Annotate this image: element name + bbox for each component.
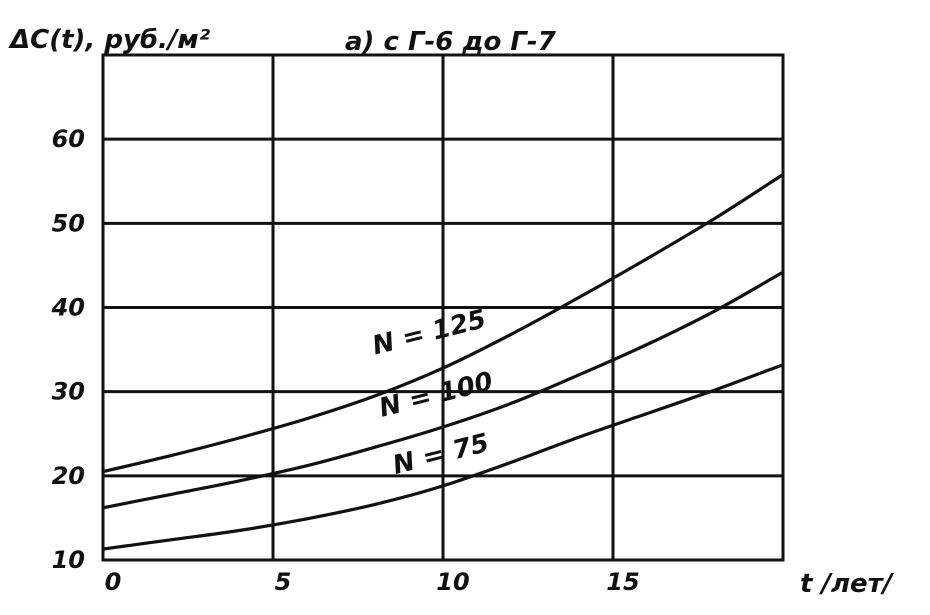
- y-tick-label: 10: [52, 546, 85, 574]
- y-axis-label: ΔC(t), руб./м²: [8, 25, 211, 55]
- series-line-2: [101, 270, 785, 510]
- x-tick-label: 10: [436, 568, 469, 596]
- x-tick-label: 0: [105, 568, 122, 596]
- y-tick-labels: 10 20 30 40 50 60: [51, 125, 85, 574]
- y-tick-label: 20: [52, 462, 85, 490]
- x-tick-label: 5: [275, 568, 292, 596]
- plot-grid: [101, 53, 785, 562]
- y-tick-label: 30: [52, 378, 85, 406]
- series-label-1: N = 125: [369, 304, 489, 361]
- series-line-3: [101, 363, 785, 551]
- x-tick-labels: 0 5 10 15: [105, 568, 640, 596]
- x-axis-label: t /лет/: [800, 569, 895, 599]
- y-tick-label: 60: [52, 125, 85, 153]
- y-tick-label: 50: [52, 209, 85, 237]
- chart-title: а) с Г-6 до Г-7: [345, 27, 557, 57]
- x-tick-label: 15: [606, 568, 639, 596]
- series-line-1: [101, 172, 785, 474]
- y-tick-label: 40: [51, 294, 85, 322]
- plot-curves: [101, 172, 785, 551]
